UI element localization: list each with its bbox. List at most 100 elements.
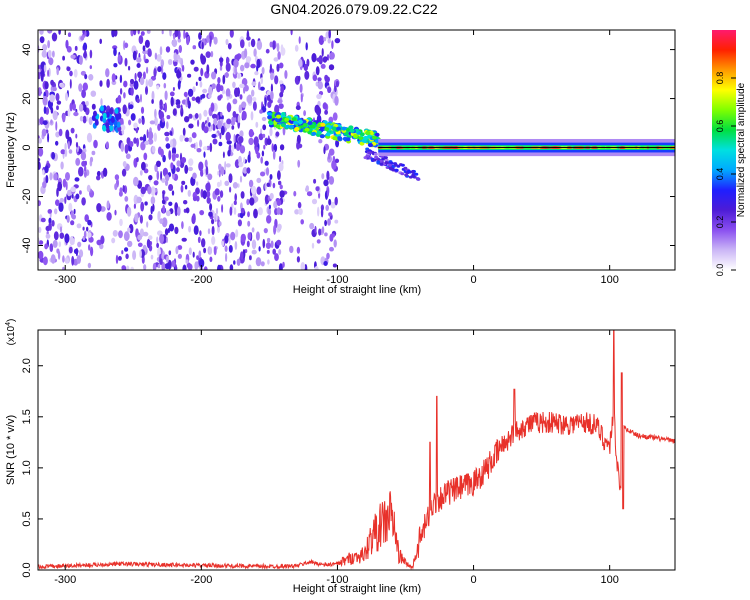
heatmap-cell bbox=[217, 95, 222, 101]
heatmap-cell bbox=[276, 42, 280, 53]
heatmap-cell bbox=[89, 156, 94, 163]
heatmap-cell bbox=[119, 187, 123, 194]
heatmap-cell bbox=[247, 220, 251, 227]
heatmap-cell bbox=[65, 181, 68, 191]
heatmap-cell bbox=[159, 258, 163, 265]
heatmap-cell bbox=[244, 62, 250, 69]
heatmap-cell bbox=[256, 152, 261, 159]
heatmap-cell bbox=[209, 142, 213, 153]
heatmap-cell bbox=[66, 215, 70, 223]
heatmap-cell bbox=[359, 132, 365, 137]
heatmap-cell bbox=[157, 264, 161, 269]
heatmap-cell bbox=[265, 48, 270, 54]
heatmap-cell bbox=[277, 170, 281, 181]
heatmap-cell bbox=[188, 113, 193, 119]
heatmap-cell bbox=[38, 157, 41, 162]
heatmap-cell bbox=[79, 115, 84, 122]
heatmap-cell bbox=[154, 108, 157, 119]
heatmap-cell bbox=[177, 245, 183, 250]
heatmap-cell bbox=[200, 169, 204, 177]
heatmap-cell bbox=[78, 249, 84, 258]
heatmap-cell bbox=[38, 147, 44, 157]
heatmap-cell bbox=[266, 237, 271, 243]
heatmap-cell bbox=[341, 126, 347, 131]
heatmap-cell bbox=[188, 158, 194, 167]
heatmap-cell bbox=[267, 101, 272, 108]
heatmap-cell bbox=[259, 86, 265, 91]
heatmap-cell bbox=[373, 152, 378, 156]
heatmap-cell bbox=[241, 110, 247, 121]
heatmap-cell bbox=[144, 140, 150, 145]
heatmap-cell bbox=[81, 89, 86, 99]
heatmap-cell bbox=[298, 58, 303, 68]
heatmap-cell bbox=[38, 163, 41, 170]
heatmap-cell bbox=[133, 80, 139, 90]
heatmap-cell bbox=[126, 265, 130, 270]
heatmap-cell bbox=[316, 93, 322, 100]
heatmap-cell bbox=[73, 69, 78, 78]
heatmap-cell bbox=[239, 130, 244, 138]
heatmap-cell bbox=[102, 125, 106, 131]
heatmap-cell bbox=[76, 223, 82, 229]
heatmap-cell bbox=[179, 57, 182, 64]
heatmap-cell bbox=[75, 141, 79, 148]
heatmap-cell bbox=[225, 88, 231, 98]
heatmap-cell bbox=[367, 143, 373, 148]
heatmap-cell bbox=[230, 231, 236, 241]
heatmap-cell bbox=[169, 139, 173, 148]
heatmap-cell bbox=[198, 161, 204, 172]
heatmap-cell bbox=[161, 178, 166, 183]
heatmap-cell bbox=[208, 246, 213, 255]
heatmap-cell bbox=[171, 39, 178, 48]
heatmap-cell bbox=[314, 266, 319, 270]
heatmap-cell bbox=[216, 83, 221, 93]
heatmap-cell bbox=[173, 33, 176, 40]
heatmap-cell bbox=[220, 112, 223, 117]
heatmap-cell bbox=[136, 57, 142, 63]
heatmap-cell bbox=[278, 103, 284, 109]
heatmap-cell bbox=[170, 162, 174, 170]
heatmap-cell bbox=[263, 144, 266, 150]
snr-y-label: SNR (10 * v/v) bbox=[5, 415, 17, 485]
heatmap-cell bbox=[324, 109, 328, 115]
heatmap-cell bbox=[277, 51, 281, 60]
heatmap-cell bbox=[159, 99, 163, 107]
heatmap-cell bbox=[137, 234, 143, 241]
heatmap-cell bbox=[217, 120, 223, 130]
snr-x-tick-label: -200 bbox=[190, 574, 212, 586]
heatmap-cell bbox=[159, 46, 163, 56]
heatmap-cell bbox=[65, 129, 70, 140]
heatmap-cell bbox=[164, 179, 169, 186]
heatmap-cell bbox=[181, 221, 184, 230]
heatmap-cell bbox=[157, 123, 161, 131]
heatmap-cell bbox=[256, 177, 262, 184]
heatmap-cell bbox=[219, 179, 222, 187]
heatmap-cell bbox=[314, 225, 317, 234]
heatmap-cell bbox=[212, 138, 218, 145]
heatmap-cell bbox=[165, 136, 170, 142]
heatmap-cell bbox=[55, 121, 58, 131]
heatmap-cell bbox=[232, 182, 238, 189]
heatmap-cell bbox=[106, 127, 111, 133]
heatmap-cell bbox=[159, 218, 164, 225]
heatmap-cell bbox=[122, 161, 127, 168]
heatmap-cell bbox=[321, 226, 325, 234]
heatmap-cell bbox=[278, 80, 284, 85]
heatmap-cell bbox=[84, 214, 89, 223]
heatmap-cell bbox=[164, 131, 170, 137]
heatmap-cell bbox=[114, 174, 120, 181]
heatmap-cell bbox=[136, 63, 141, 68]
heatmap-cell bbox=[72, 103, 76, 111]
heatmap-cell bbox=[315, 186, 320, 192]
snr-frame bbox=[37, 329, 676, 571]
heatmap-cell bbox=[129, 141, 134, 148]
heatmap-cell bbox=[170, 96, 174, 107]
heatmap-cell bbox=[43, 106, 47, 115]
heatmap-cell bbox=[316, 239, 321, 244]
heatmap-cell bbox=[128, 119, 132, 126]
heatmap-cell bbox=[365, 130, 371, 135]
heatmap-cell bbox=[77, 241, 82, 248]
heatmap-cell bbox=[244, 48, 248, 59]
heatmap-cell bbox=[202, 88, 208, 94]
heatmap-cell bbox=[96, 170, 101, 177]
